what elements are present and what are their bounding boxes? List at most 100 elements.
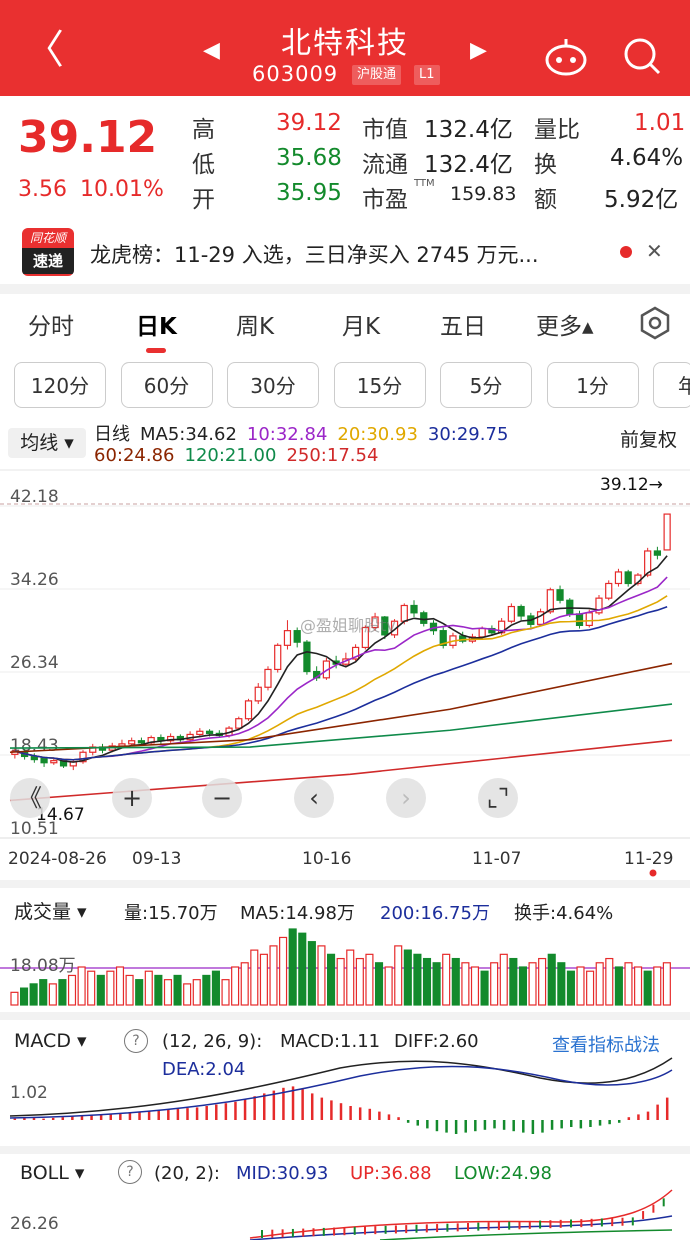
open-label: 开	[192, 187, 215, 213]
chart-control-5[interactable]: ⌞⌝	[478, 778, 518, 818]
candle	[205, 730, 214, 734]
low-label: 低	[192, 152, 215, 178]
period-button-6[interactable]: 年	[653, 362, 690, 408]
macd-params: (12, 26, 9):	[162, 1031, 263, 1052]
period-button-5[interactable]: 1分	[546, 362, 639, 408]
volume-bar	[518, 966, 528, 1006]
robot-assistant-icon[interactable]	[543, 36, 589, 76]
pe-label: 市盈	[362, 187, 408, 213]
chart-control-1[interactable]: +	[112, 778, 152, 818]
news-logo: 同花顺 速递	[22, 228, 74, 276]
volume-bar	[288, 928, 297, 1006]
volume-bar	[202, 974, 211, 1006]
volume-bar	[269, 945, 278, 1006]
high-value: 39.12	[276, 110, 342, 136]
boll-chart[interactable]	[0, 1186, 690, 1240]
volume-value: 量:15.70万	[124, 903, 218, 924]
period-button-1[interactable]: 60分	[120, 362, 213, 408]
ma120-line	[9, 703, 673, 749]
chart-control-3[interactable]: ‹	[294, 778, 334, 818]
candle	[254, 686, 262, 702]
candle	[420, 612, 428, 624]
tab-5[interactable]: 更多▴	[536, 314, 594, 340]
watermark: @盈姐聊股tv	[300, 616, 396, 635]
period-button-2[interactable]: 30分	[227, 362, 319, 408]
divider	[0, 1146, 690, 1154]
news-unread-dot	[620, 246, 632, 258]
adjust-mode[interactable]: 前复权	[620, 429, 678, 451]
y-tick-label: 34.26	[10, 570, 59, 590]
settings-icon[interactable]	[638, 306, 672, 340]
boll-low-line	[379, 1229, 673, 1240]
volume-bar	[96, 974, 105, 1006]
macd-help-icon[interactable]: ?	[124, 1029, 148, 1053]
ma-selector[interactable]: 均线 ▾	[8, 428, 86, 458]
tab-1[interactable]: 日K	[136, 314, 177, 340]
ma5-line	[14, 555, 668, 763]
stock-name: 北特科技	[281, 26, 409, 61]
stock-code: 603009	[252, 62, 339, 86]
ma-value: 60:24.86	[94, 445, 175, 466]
volume-turnover: 换手:4.64%	[514, 903, 614, 924]
chart-control-4[interactable]: ›	[386, 778, 426, 818]
volume-bar	[432, 962, 441, 1006]
volume-bar	[298, 932, 307, 1006]
volume-bar	[77, 966, 86, 1006]
volume-bar	[279, 936, 288, 1006]
volume-bar	[58, 979, 67, 1006]
boll-help-icon[interactable]: ?	[118, 1160, 142, 1184]
tab-4[interactable]: 五日	[440, 314, 486, 340]
volume-bar	[499, 953, 508, 1006]
search-icon[interactable]	[622, 36, 662, 76]
tab-2[interactable]: 周K	[236, 314, 275, 340]
macd-chart[interactable]	[0, 1050, 690, 1145]
period-button-3[interactable]: 15分	[333, 362, 426, 408]
boll-params: (20, 2):	[154, 1163, 220, 1184]
chart-control-0[interactable]: 《	[10, 778, 50, 818]
volume-bar	[662, 962, 671, 1006]
candle	[235, 718, 243, 729]
candle	[293, 630, 301, 643]
volume-chart[interactable]	[0, 925, 690, 1010]
volume-bar	[422, 957, 432, 1006]
candle	[653, 550, 662, 556]
period-button-0[interactable]: 120分	[14, 362, 106, 408]
volume-bar	[336, 957, 345, 1006]
next-stock-icon[interactable]: ▶	[470, 38, 487, 63]
min-price-label: 14.67	[36, 805, 85, 825]
volume-bar	[115, 966, 125, 1006]
boll-selector[interactable]: BOLL ▾	[20, 1162, 85, 1184]
macd-strategy-link[interactable]: 查看指标战法	[552, 1035, 660, 1056]
float-value: 132.4亿	[424, 152, 513, 178]
macd-selector[interactable]: MACD ▾	[14, 1030, 87, 1052]
volume-bar	[10, 991, 19, 1006]
back-icon[interactable]: 〈	[24, 27, 64, 73]
mktcap-value: 132.4亿	[424, 117, 513, 143]
news-headline[interactable]: 龙虎榜：11-29 入选，三日净买入 2745 万元...	[90, 243, 539, 267]
volume-bar	[192, 979, 201, 1006]
boll-mid: MID:30.93	[236, 1163, 329, 1184]
volume-bar	[605, 957, 614, 1006]
macd-value: MACD:1.11	[280, 1031, 381, 1052]
volume-ma5: MA5:14.98万	[240, 903, 355, 924]
tab-0[interactable]: 分时	[28, 314, 74, 340]
boll-low: LOW:24.98	[454, 1163, 552, 1184]
volume-bar	[327, 953, 336, 1006]
volume-selector[interactable]: 成交量 ▾	[14, 901, 87, 923]
volume-bar	[480, 970, 489, 1006]
volume-bar	[221, 979, 230, 1006]
volume-ma200: 200:16.75万	[380, 903, 490, 924]
tab-3[interactable]: 月K	[342, 314, 381, 340]
last-price: 39.12	[18, 112, 158, 163]
ma-value: 10:32.84	[246, 424, 328, 445]
ma-value: 250:17.54	[286, 445, 379, 466]
amount-value: 5.92亿	[604, 187, 679, 213]
candle	[624, 571, 632, 585]
volume-bar	[135, 979, 144, 1006]
period-button-4[interactable]: 5分	[440, 362, 532, 408]
prev-stock-icon[interactable]: ◀	[203, 38, 220, 63]
chart-control-2[interactable]: −	[202, 778, 242, 818]
news-close-icon[interactable]: ✕	[646, 239, 663, 263]
ma-values-row2: 60:24.86 120:21.00 250:17.54	[94, 445, 388, 466]
kline-chart[interactable]: 42.1834.2626.3418.4310.5139.12→14.672024…	[0, 468, 690, 878]
